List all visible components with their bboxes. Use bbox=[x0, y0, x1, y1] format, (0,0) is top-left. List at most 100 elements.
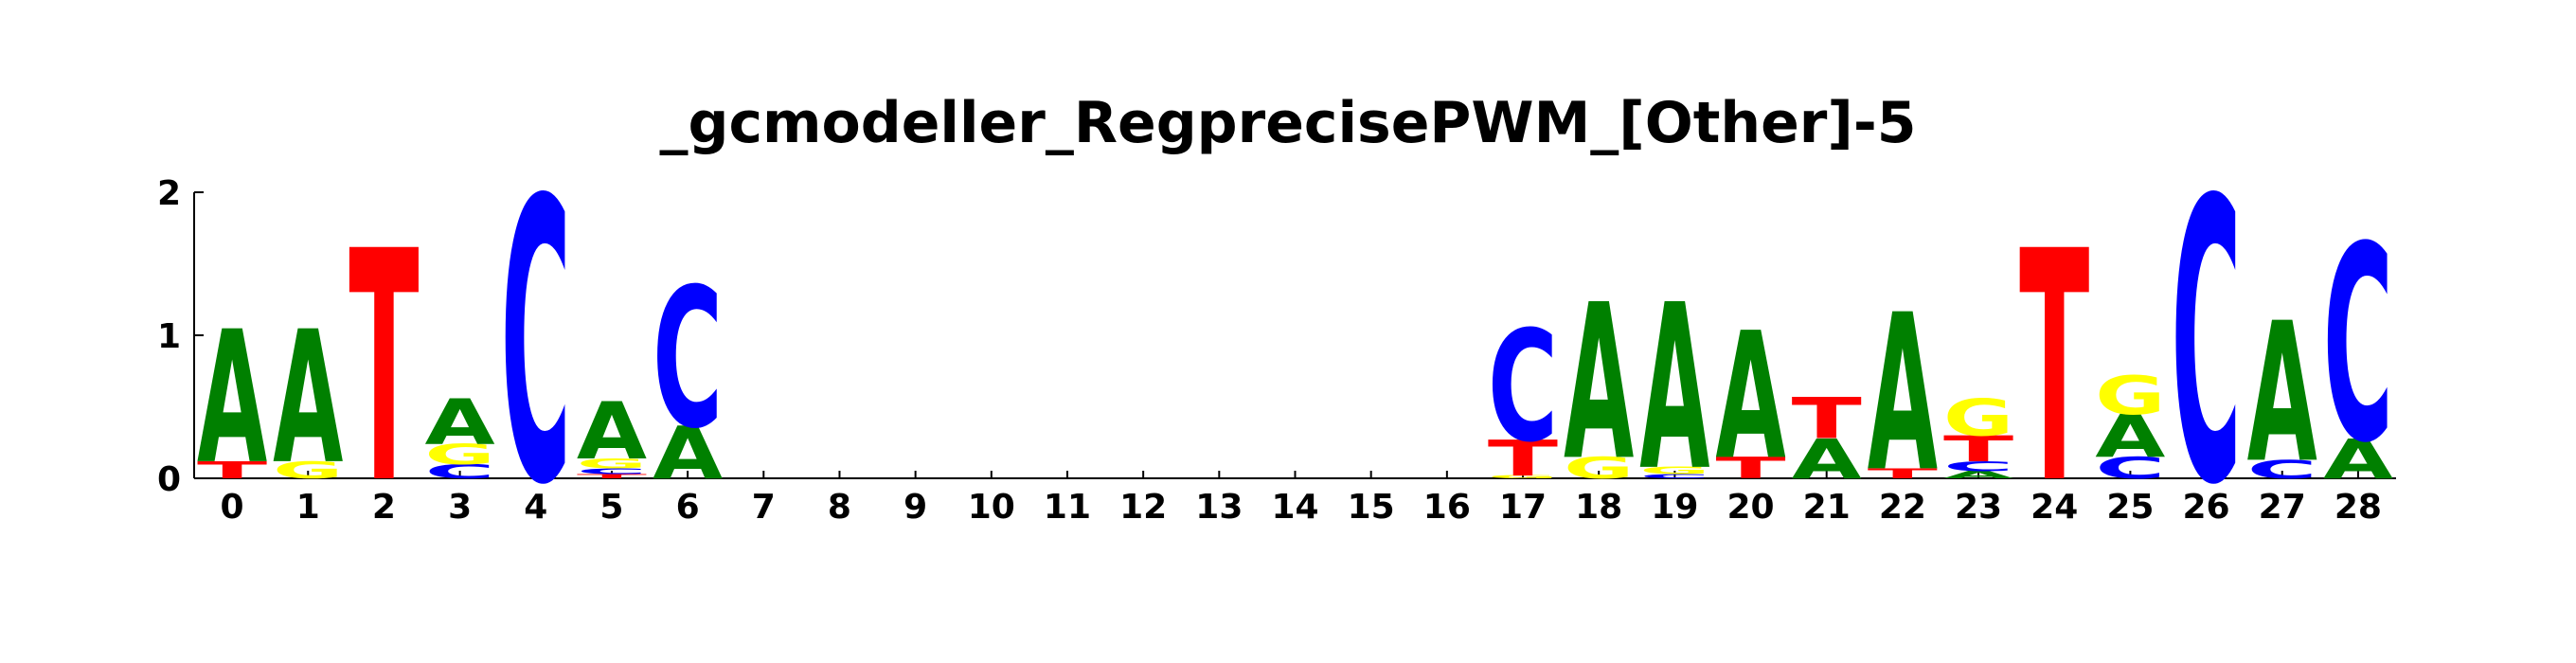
x-tick-label: 11 bbox=[1044, 488, 1091, 527]
x-tick-label: 14 bbox=[1271, 488, 1318, 527]
logo-letter-glyph: A bbox=[577, 386, 647, 477]
logo-letter-glyph: G bbox=[1639, 465, 1709, 476]
x-tick-label: 25 bbox=[2106, 488, 2154, 527]
logo-letter-A-pos-25: A bbox=[2095, 403, 2166, 471]
logo-letter-glyph: A bbox=[1868, 270, 1938, 521]
logo-letter-glyph: T bbox=[1792, 385, 1862, 452]
x-tick-label: 20 bbox=[1726, 488, 1774, 527]
logo-letter-A-pos-0: A bbox=[197, 292, 267, 504]
x-tick-label: 27 bbox=[2259, 488, 2306, 527]
logo-letter-T-pos-0: T bbox=[197, 457, 267, 484]
x-tick-label: 17 bbox=[1499, 488, 1547, 527]
x-tick-label: 22 bbox=[1879, 488, 1926, 527]
logo-letter-G-pos-5: G bbox=[577, 456, 647, 472]
logo-letter-glyph: C bbox=[425, 460, 495, 483]
logo-letter-G-pos-19: G bbox=[1639, 465, 1709, 476]
logo-letter-glyph: A bbox=[273, 292, 343, 504]
logo-letter-glyph: C bbox=[1943, 458, 2013, 475]
logo-letter-glyph: G bbox=[1564, 451, 1634, 485]
x-tick-label: 21 bbox=[1803, 488, 1851, 527]
logo-letter-A-pos-21: A bbox=[1792, 428, 1862, 492]
x-tick-label: 13 bbox=[1195, 488, 1243, 527]
logo-letter-A-pos-18: A bbox=[1564, 259, 1634, 508]
logo-letter-C-pos-23: C bbox=[1943, 458, 2013, 475]
logo-letter-glyph: C bbox=[1488, 297, 1558, 475]
logo-letter-A-pos-6: A bbox=[653, 412, 723, 495]
logo-letter-glyph: G bbox=[1943, 388, 2013, 448]
y-tick-label: 0 bbox=[157, 460, 181, 499]
logo-letter-G-pos-3: G bbox=[425, 439, 495, 471]
logo-letter-A-pos-27: A bbox=[2247, 283, 2317, 506]
logo-letter-T-pos-23: T bbox=[1943, 429, 2013, 470]
logo-letter-G-pos-23: G bbox=[1943, 388, 2013, 448]
x-tick-label: 5 bbox=[599, 488, 623, 527]
logo-letter-glyph: C bbox=[653, 247, 723, 472]
logo-letter-glyph: C bbox=[1639, 473, 1709, 479]
x-tick-label: 10 bbox=[968, 488, 1015, 527]
logo-letter-glyph: A bbox=[2095, 403, 2166, 471]
x-tick-label: 24 bbox=[2030, 488, 2078, 527]
logo-letter-glyph: T bbox=[1715, 451, 1786, 485]
logo-letter-A-pos-19: A bbox=[1639, 257, 1709, 522]
logo-letter-glyph: T bbox=[349, 184, 419, 553]
logo-letter-glyph: T bbox=[2019, 184, 2089, 553]
logo-letter-C-pos-17: C bbox=[1488, 297, 1558, 475]
logo-letter-glyph: G bbox=[1488, 475, 1558, 479]
x-tick-label: 19 bbox=[1651, 488, 1698, 527]
x-tick-label: 12 bbox=[1119, 488, 1167, 527]
logo-letter-C-pos-19: C bbox=[1639, 473, 1709, 479]
logo-letter-C-pos-25: C bbox=[2095, 451, 2165, 485]
x-tick-label: 16 bbox=[1423, 488, 1471, 527]
logo-letter-A-pos-5: A bbox=[577, 386, 647, 477]
x-tick-label: 1 bbox=[296, 488, 320, 527]
logo-letter-T-pos-20: T bbox=[1715, 451, 1786, 485]
x-tick-label: 2 bbox=[372, 488, 396, 527]
logo-letter-G-pos-17: G bbox=[1488, 475, 1558, 479]
logo-letter-T-pos-24: T bbox=[2019, 184, 2089, 553]
logo-letter-glyph: A bbox=[1564, 259, 1634, 508]
logo-letter-T-pos-22: T bbox=[1868, 466, 1938, 482]
logo-letter-C-pos-4: C bbox=[501, 119, 571, 570]
logo-letter-T-pos-2: T bbox=[349, 184, 419, 553]
x-tick-label: 0 bbox=[221, 488, 244, 527]
x-tick-label: 28 bbox=[2334, 488, 2382, 527]
logo-letter-glyph: A bbox=[1943, 470, 2014, 481]
x-tick-label: 8 bbox=[828, 488, 851, 527]
x-tick-label: 23 bbox=[1955, 488, 2002, 527]
logo-letter-C-pos-26: C bbox=[2171, 119, 2241, 570]
logo-letter-glyph: A bbox=[425, 386, 495, 458]
logo-letter-glyph: A bbox=[197, 292, 267, 504]
x-tick-label: 9 bbox=[903, 488, 927, 527]
x-tick-label: 3 bbox=[448, 488, 472, 527]
x-tick-label: 18 bbox=[1575, 488, 1622, 527]
logo-letter-A-pos-3: A bbox=[425, 386, 495, 458]
logo-letter-C-pos-5: C bbox=[577, 467, 647, 476]
chart-title: _gcmodeller_RegprecisePWM_[Other]-5 bbox=[660, 90, 1917, 156]
logo-letter-glyph: C bbox=[2171, 119, 2241, 570]
logo-letter-glyph: T bbox=[1868, 466, 1938, 482]
logo-letter-glyph: G bbox=[273, 457, 343, 484]
logo-letter-T-pos-5: T bbox=[577, 473, 648, 479]
logo-letter-A-pos-22: A bbox=[1868, 270, 1938, 521]
logo-letter-A-pos-20: A bbox=[1715, 296, 1785, 499]
logo-letter-glyph: C bbox=[2247, 455, 2317, 484]
logo-letter-glyph: A bbox=[1715, 296, 1785, 499]
logo-letter-glyph: C bbox=[577, 467, 647, 476]
logo-letter-glyph: A bbox=[1639, 257, 1709, 522]
logo-letter-glyph: T bbox=[1943, 429, 2013, 470]
logo-letter-C-pos-27: C bbox=[2247, 455, 2317, 484]
logo-letter-glyph: A bbox=[653, 412, 723, 495]
logo-letter-G-pos-1: G bbox=[273, 457, 343, 484]
x-tick-label: 7 bbox=[752, 488, 776, 527]
logo-letter-glyph: C bbox=[501, 119, 571, 570]
x-tick-label: 26 bbox=[2183, 488, 2230, 527]
logo-letter-C-pos-3: C bbox=[425, 460, 495, 483]
logo-letter-A-pos-1: A bbox=[273, 292, 343, 504]
logo-letter-glyph: A bbox=[2323, 428, 2393, 492]
logo-letter-glyph: T bbox=[1488, 431, 1558, 488]
logo-letter-glyph: G bbox=[577, 456, 647, 472]
x-tick-label: 15 bbox=[1348, 488, 1395, 527]
